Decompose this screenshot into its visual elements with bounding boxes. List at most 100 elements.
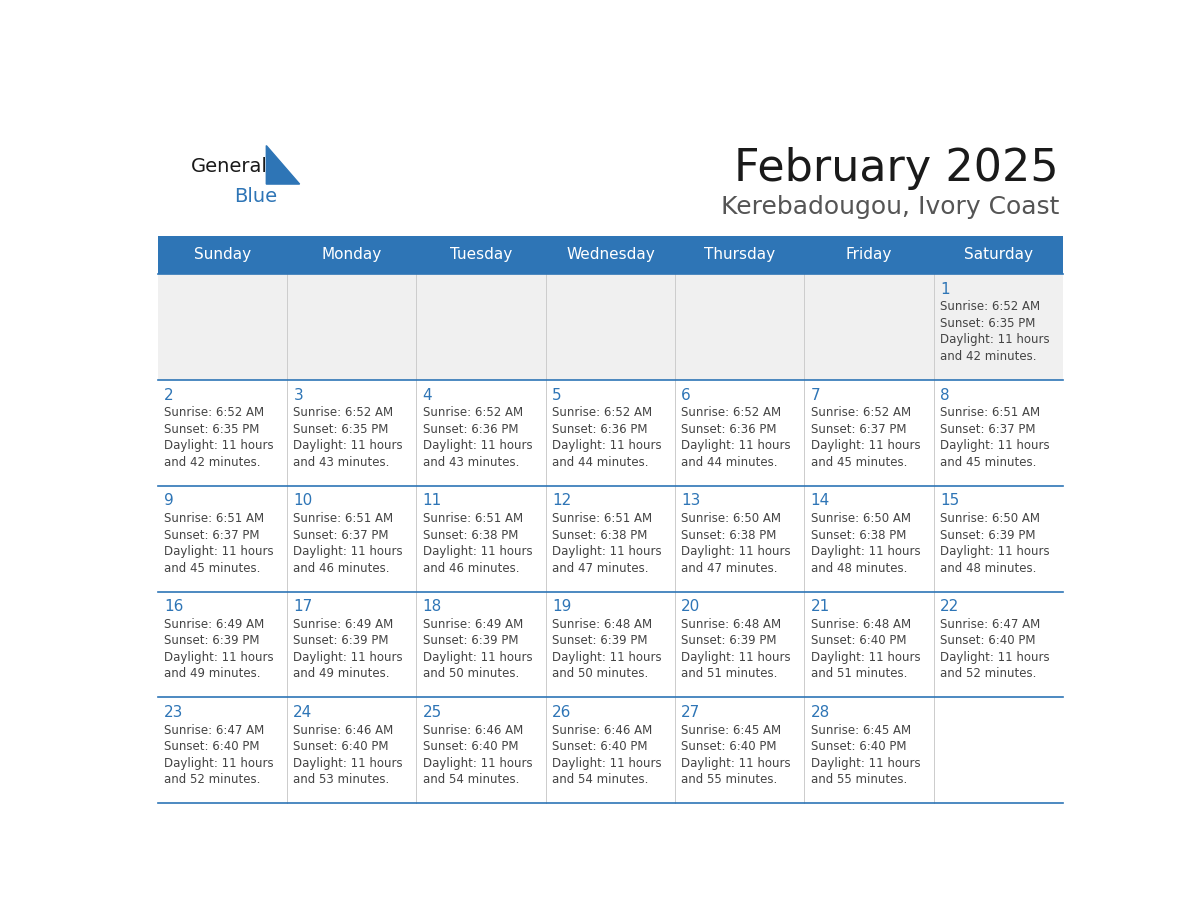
Text: and 48 minutes.: and 48 minutes.: [810, 562, 906, 575]
Text: Sunset: 6:35 PM: Sunset: 6:35 PM: [940, 317, 1035, 330]
Text: Sunset: 6:40 PM: Sunset: 6:40 PM: [423, 740, 518, 753]
Text: Daylight: 11 hours: Daylight: 11 hours: [940, 333, 1049, 346]
Text: Monday: Monday: [322, 248, 381, 263]
Text: and 49 minutes.: and 49 minutes.: [293, 667, 390, 680]
Text: Sunset: 6:40 PM: Sunset: 6:40 PM: [810, 740, 906, 753]
Text: Daylight: 11 hours: Daylight: 11 hours: [810, 545, 921, 558]
Text: Sunrise: 6:47 AM: Sunrise: 6:47 AM: [164, 723, 264, 736]
Text: and 48 minutes.: and 48 minutes.: [940, 562, 1036, 575]
Text: Sunrise: 6:48 AM: Sunrise: 6:48 AM: [681, 618, 782, 631]
Text: 24: 24: [293, 705, 312, 720]
Text: Sunrise: 6:46 AM: Sunrise: 6:46 AM: [293, 723, 393, 736]
Text: 23: 23: [164, 705, 183, 720]
Text: 28: 28: [810, 705, 830, 720]
Text: Sunrise: 6:52 AM: Sunrise: 6:52 AM: [940, 300, 1040, 313]
Text: 6: 6: [681, 387, 691, 403]
Text: and 53 minutes.: and 53 minutes.: [293, 773, 390, 786]
Text: Daylight: 11 hours: Daylight: 11 hours: [423, 439, 532, 453]
Text: Sunrise: 6:49 AM: Sunrise: 6:49 AM: [423, 618, 523, 631]
Text: Sunrise: 6:50 AM: Sunrise: 6:50 AM: [681, 512, 782, 525]
Text: Sunset: 6:40 PM: Sunset: 6:40 PM: [552, 740, 647, 753]
Text: Sunset: 6:36 PM: Sunset: 6:36 PM: [552, 422, 647, 436]
Text: Daylight: 11 hours: Daylight: 11 hours: [681, 756, 791, 769]
Text: Sunrise: 6:51 AM: Sunrise: 6:51 AM: [940, 406, 1040, 420]
Text: Sunrise: 6:51 AM: Sunrise: 6:51 AM: [293, 512, 393, 525]
Text: Tuesday: Tuesday: [450, 248, 512, 263]
Text: 20: 20: [681, 599, 701, 614]
Text: 21: 21: [810, 599, 830, 614]
Text: Sunset: 6:36 PM: Sunset: 6:36 PM: [681, 422, 777, 436]
Text: Daylight: 11 hours: Daylight: 11 hours: [293, 545, 403, 558]
Text: and 47 minutes.: and 47 minutes.: [681, 562, 778, 575]
Text: Daylight: 11 hours: Daylight: 11 hours: [423, 545, 532, 558]
Text: Sunrise: 6:45 AM: Sunrise: 6:45 AM: [681, 723, 782, 736]
Text: and 47 minutes.: and 47 minutes.: [552, 562, 649, 575]
Text: Sunset: 6:37 PM: Sunset: 6:37 PM: [293, 529, 388, 542]
Text: and 50 minutes.: and 50 minutes.: [423, 667, 519, 680]
Text: Sunrise: 6:49 AM: Sunrise: 6:49 AM: [164, 618, 264, 631]
Text: 13: 13: [681, 494, 701, 509]
Text: and 54 minutes.: and 54 minutes.: [552, 773, 649, 786]
Text: General: General: [191, 157, 268, 176]
Text: 2: 2: [164, 387, 173, 403]
Text: Sunrise: 6:51 AM: Sunrise: 6:51 AM: [552, 512, 652, 525]
Text: Daylight: 11 hours: Daylight: 11 hours: [164, 545, 273, 558]
Text: Daylight: 11 hours: Daylight: 11 hours: [293, 439, 403, 453]
Text: and 55 minutes.: and 55 minutes.: [681, 773, 777, 786]
Text: February 2025: February 2025: [734, 147, 1060, 190]
Text: Sunset: 6:37 PM: Sunset: 6:37 PM: [940, 422, 1036, 436]
Text: Sunset: 6:39 PM: Sunset: 6:39 PM: [552, 634, 647, 647]
Text: Daylight: 11 hours: Daylight: 11 hours: [552, 545, 662, 558]
Text: Daylight: 11 hours: Daylight: 11 hours: [423, 651, 532, 664]
Text: 4: 4: [423, 387, 432, 403]
Text: and 45 minutes.: and 45 minutes.: [164, 562, 260, 575]
Text: Friday: Friday: [846, 248, 892, 263]
Text: Sunrise: 6:50 AM: Sunrise: 6:50 AM: [940, 512, 1040, 525]
Text: Sunset: 6:38 PM: Sunset: 6:38 PM: [552, 529, 647, 542]
Text: and 42 minutes.: and 42 minutes.: [164, 456, 260, 469]
Text: Sunrise: 6:50 AM: Sunrise: 6:50 AM: [810, 512, 910, 525]
Text: Daylight: 11 hours: Daylight: 11 hours: [164, 651, 273, 664]
Text: Sunrise: 6:52 AM: Sunrise: 6:52 AM: [293, 406, 393, 420]
Text: 16: 16: [164, 599, 183, 614]
Text: Sunrise: 6:52 AM: Sunrise: 6:52 AM: [423, 406, 523, 420]
Bar: [158, 486, 1063, 591]
Text: Daylight: 11 hours: Daylight: 11 hours: [552, 439, 662, 453]
Bar: [158, 591, 1063, 698]
Text: Sunset: 6:37 PM: Sunset: 6:37 PM: [810, 422, 906, 436]
Text: Blue: Blue: [234, 187, 277, 207]
Text: and 43 minutes.: and 43 minutes.: [293, 456, 390, 469]
Text: Daylight: 11 hours: Daylight: 11 hours: [940, 545, 1049, 558]
Text: and 46 minutes.: and 46 minutes.: [293, 562, 390, 575]
Text: Wednesday: Wednesday: [565, 248, 655, 263]
Text: Daylight: 11 hours: Daylight: 11 hours: [423, 756, 532, 769]
Text: and 51 minutes.: and 51 minutes.: [681, 667, 778, 680]
Bar: [158, 274, 1063, 380]
Text: Daylight: 11 hours: Daylight: 11 hours: [681, 545, 791, 558]
Text: 18: 18: [423, 599, 442, 614]
Text: and 49 minutes.: and 49 minutes.: [164, 667, 260, 680]
Text: and 46 minutes.: and 46 minutes.: [423, 562, 519, 575]
Text: 26: 26: [552, 705, 571, 720]
Text: and 42 minutes.: and 42 minutes.: [940, 350, 1036, 363]
Text: Sunrise: 6:52 AM: Sunrise: 6:52 AM: [810, 406, 911, 420]
Text: 10: 10: [293, 494, 312, 509]
Text: and 51 minutes.: and 51 minutes.: [810, 667, 906, 680]
Text: Daylight: 11 hours: Daylight: 11 hours: [810, 651, 921, 664]
Polygon shape: [266, 146, 299, 185]
Text: Kerebadougou, Ivory Coast: Kerebadougou, Ivory Coast: [721, 195, 1060, 218]
Text: Sunrise: 6:52 AM: Sunrise: 6:52 AM: [681, 406, 782, 420]
Text: 22: 22: [940, 599, 959, 614]
Text: Sunrise: 6:47 AM: Sunrise: 6:47 AM: [940, 618, 1041, 631]
Text: Saturday: Saturday: [963, 248, 1032, 263]
Text: and 50 minutes.: and 50 minutes.: [552, 667, 649, 680]
Text: Daylight: 11 hours: Daylight: 11 hours: [940, 651, 1049, 664]
Text: Sunset: 6:36 PM: Sunset: 6:36 PM: [423, 422, 518, 436]
Text: 5: 5: [552, 387, 562, 403]
Bar: [158, 698, 1063, 803]
Text: 1: 1: [940, 282, 949, 297]
Text: Daylight: 11 hours: Daylight: 11 hours: [552, 756, 662, 769]
Text: Daylight: 11 hours: Daylight: 11 hours: [810, 756, 921, 769]
Text: Sunset: 6:40 PM: Sunset: 6:40 PM: [293, 740, 388, 753]
Text: Daylight: 11 hours: Daylight: 11 hours: [810, 439, 921, 453]
